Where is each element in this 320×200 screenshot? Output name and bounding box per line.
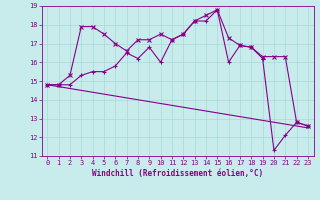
X-axis label: Windchill (Refroidissement éolien,°C): Windchill (Refroidissement éolien,°C) (92, 169, 263, 178)
